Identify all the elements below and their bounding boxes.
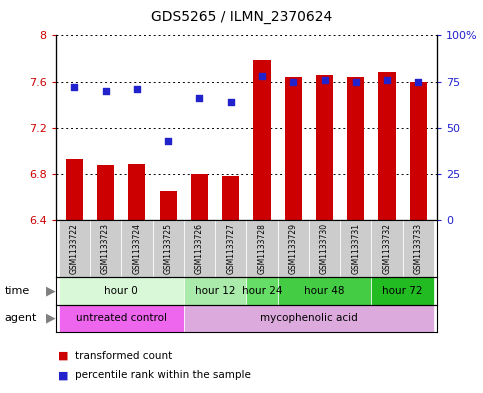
Text: hour 24: hour 24 [242, 286, 282, 296]
Text: GSM1133729: GSM1133729 [289, 223, 298, 274]
Text: transformed count: transformed count [75, 351, 172, 361]
Text: time: time [5, 286, 30, 296]
Point [102, 88, 110, 94]
Point [227, 99, 235, 105]
Text: GSM1133730: GSM1133730 [320, 223, 329, 274]
Text: GSM1133732: GSM1133732 [383, 223, 392, 274]
Text: GSM1133727: GSM1133727 [226, 223, 235, 274]
Bar [191, 174, 208, 220]
Point [196, 95, 203, 101]
Text: GSM1133725: GSM1133725 [164, 223, 172, 274]
Text: untreated control: untreated control [76, 313, 167, 323]
Text: ▶: ▶ [46, 284, 56, 298]
Text: hour 72: hour 72 [383, 286, 423, 296]
Bar [66, 159, 83, 220]
Text: mycophenolic acid: mycophenolic acid [260, 313, 358, 323]
Text: ▶: ▶ [46, 312, 56, 325]
Text: hour 0: hour 0 [104, 286, 138, 296]
Point [289, 79, 297, 85]
Point [414, 79, 422, 85]
Text: GDS5265 / ILMN_2370624: GDS5265 / ILMN_2370624 [151, 10, 332, 24]
Text: GSM1133726: GSM1133726 [195, 223, 204, 274]
Bar [410, 82, 427, 220]
Point [258, 73, 266, 79]
Bar [97, 165, 114, 220]
Text: ■: ■ [58, 351, 69, 361]
Text: GSM1133731: GSM1133731 [351, 223, 360, 274]
Text: GSM1133722: GSM1133722 [70, 223, 79, 274]
Text: GSM1133724: GSM1133724 [132, 223, 142, 274]
Bar [128, 163, 145, 220]
Bar [379, 72, 396, 220]
Point [71, 84, 78, 90]
Text: hour 12: hour 12 [195, 286, 235, 296]
Text: GSM1133733: GSM1133733 [414, 223, 423, 274]
Text: GSM1133723: GSM1133723 [101, 223, 110, 274]
Point [321, 77, 328, 83]
Bar [347, 77, 364, 220]
Text: ■: ■ [58, 370, 69, 380]
Bar [254, 60, 270, 220]
Text: agent: agent [5, 313, 37, 323]
Text: GSM1133728: GSM1133728 [257, 223, 267, 274]
Point [133, 86, 141, 92]
Text: hour 48: hour 48 [304, 286, 345, 296]
Point [383, 77, 391, 83]
Bar [159, 191, 177, 220]
Point [352, 79, 360, 85]
Bar [222, 176, 239, 220]
Point [164, 138, 172, 144]
Text: percentile rank within the sample: percentile rank within the sample [75, 370, 251, 380]
Bar [316, 75, 333, 220]
Bar [284, 77, 302, 220]
